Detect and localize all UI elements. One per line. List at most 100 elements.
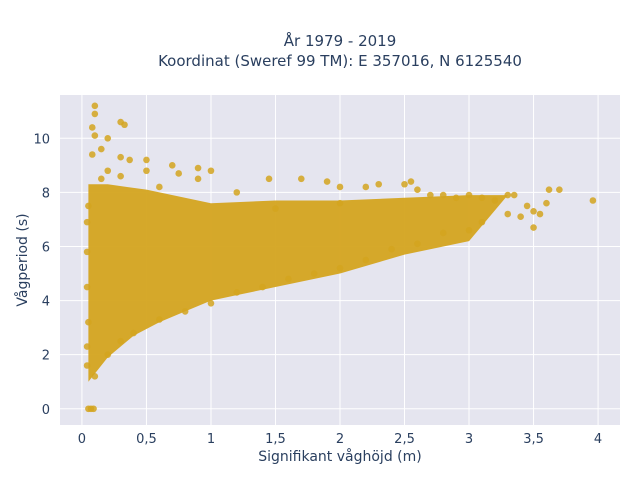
data-point	[285, 275, 292, 283]
y-axis-ticks: 0 2 4 6 8 10	[33, 132, 50, 417]
data-point	[265, 175, 273, 183]
data-point	[83, 283, 91, 291]
data-point	[104, 351, 112, 358]
data-point	[414, 240, 421, 248]
data-point	[168, 162, 176, 169]
data-point	[491, 197, 499, 204]
data-point	[272, 205, 279, 212]
data-point	[91, 102, 99, 110]
y-tick-label: 6	[42, 240, 50, 255]
data-point	[130, 329, 137, 337]
data-point	[83, 343, 91, 350]
x-tick-label: 0	[78, 432, 86, 447]
x-tick-label: 1,5	[265, 432, 286, 447]
data-point	[362, 183, 370, 191]
data-point	[517, 213, 524, 221]
dense-point-region	[88, 184, 508, 382]
y-tick-label: 10	[33, 132, 50, 147]
data-point	[336, 199, 344, 207]
data-point	[439, 191, 447, 199]
data-point	[143, 167, 150, 175]
x-tick-label: 3,5	[523, 432, 544, 447]
data-point	[90, 405, 97, 413]
y-tick-label: 4	[42, 295, 50, 310]
data-point	[104, 167, 112, 175]
data-point	[388, 245, 395, 253]
data-point	[536, 210, 544, 218]
y-tick-label: 2	[42, 349, 50, 364]
data-point	[465, 226, 473, 234]
data-point	[85, 202, 92, 210]
gridlines	[60, 95, 620, 425]
data-point	[510, 191, 518, 199]
data-point	[83, 248, 91, 256]
data-points	[83, 102, 597, 413]
data-point	[530, 208, 537, 215]
data-point	[85, 318, 92, 326]
data-point	[175, 170, 183, 177]
data-point	[545, 186, 553, 193]
x-axis-ticks: 0 0,5 1 1,5 2 2,5 3 3,5 4	[78, 432, 602, 447]
data-point	[452, 194, 460, 202]
data-point	[97, 175, 105, 183]
y-axis-title: Vågperiod (s)	[14, 213, 31, 306]
data-point	[156, 183, 163, 191]
data-point	[375, 180, 383, 188]
data-point	[439, 229, 447, 237]
data-point	[88, 151, 96, 158]
data-point	[407, 178, 415, 185]
data-point	[143, 156, 150, 164]
data-point	[478, 194, 486, 202]
data-point	[233, 189, 241, 196]
data-point	[117, 172, 124, 180]
y-tick-label: 0	[42, 403, 50, 418]
data-point	[478, 218, 486, 226]
data-point	[543, 199, 550, 207]
chart-title-line1: År 1979 - 2019	[284, 31, 397, 50]
x-tick-label: 2,5	[394, 432, 415, 447]
x-tick-label: 2	[336, 432, 344, 447]
data-point	[207, 167, 215, 175]
data-point	[181, 308, 189, 315]
x-axis-title: Signifikant våghöjd (m)	[258, 448, 421, 465]
data-point	[589, 197, 597, 204]
data-point	[207, 299, 215, 307]
data-point	[194, 175, 202, 183]
data-point	[504, 191, 512, 199]
data-point	[530, 224, 537, 231]
x-tick-label: 3	[465, 432, 473, 447]
chart-title-line2: Koordinat (Sweref 99 TM): E 357016, N 61…	[158, 52, 522, 70]
data-point	[414, 186, 421, 193]
data-point	[83, 218, 91, 226]
data-point	[362, 256, 370, 264]
data-point	[556, 186, 563, 193]
data-point	[259, 283, 266, 291]
data-point	[83, 362, 91, 369]
data-point	[117, 153, 124, 161]
data-point	[121, 121, 128, 129]
data-point	[91, 373, 99, 380]
data-point	[427, 191, 434, 199]
data-point	[465, 191, 473, 199]
x-tick-label: 0,5	[136, 432, 157, 447]
data-point	[88, 124, 96, 131]
data-point	[104, 134, 112, 142]
data-point	[336, 183, 344, 191]
dense-point-cloud	[88, 184, 508, 382]
data-point	[310, 270, 318, 277]
data-point	[523, 202, 531, 210]
x-tick-label: 4	[594, 432, 602, 447]
data-point	[401, 180, 408, 188]
data-point	[504, 210, 512, 218]
data-point	[97, 145, 105, 153]
data-point	[91, 110, 99, 118]
data-point	[233, 289, 241, 296]
data-point	[336, 264, 344, 272]
y-tick-label: 8	[42, 186, 50, 201]
data-point	[297, 175, 305, 183]
data-point	[194, 164, 202, 172]
data-point	[91, 132, 99, 139]
data-point	[156, 316, 163, 323]
x-tick-label: 1	[207, 432, 215, 447]
